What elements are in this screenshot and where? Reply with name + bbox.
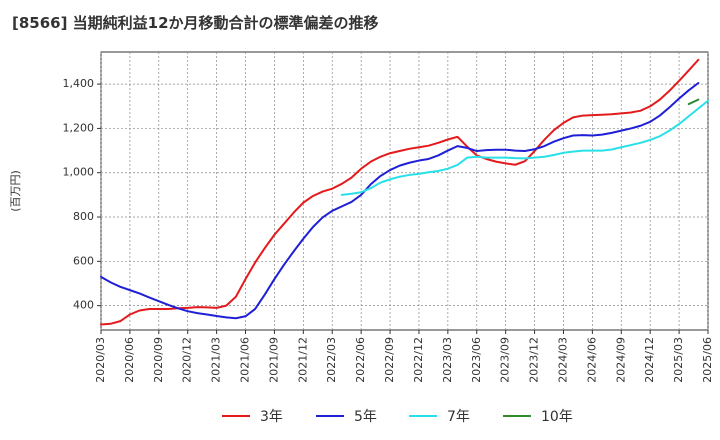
chart-title: [8566] 当期純利益12か月移動合計の標準偏差の推移	[12, 14, 379, 32]
x-tick-label: 2025/03	[672, 337, 685, 383]
x-tick-label: 2020/09	[152, 337, 165, 383]
legend-item: 3年	[222, 404, 283, 428]
legend-item: 7年	[409, 404, 470, 428]
series-line-7年	[340, 99, 709, 196]
plot-area	[100, 51, 709, 331]
y-tick-label: 600	[73, 254, 94, 267]
legend-label: 3年	[260, 409, 283, 425]
x-tick-label: 2021/12	[296, 337, 309, 383]
legend-swatch	[222, 415, 250, 417]
x-tick-label: 2023/06	[470, 337, 483, 383]
series-line-3年	[100, 58, 700, 326]
y-tick-label: 1,400	[63, 77, 95, 90]
x-tick-label: 2021/06	[239, 337, 252, 383]
legend-swatch	[316, 415, 344, 417]
legend: 3年 5年 7年 10年	[0, 404, 720, 428]
y-tick-label: 400	[73, 299, 94, 312]
x-tick-label: 2021/03	[210, 337, 223, 383]
x-tick-label: 2022/06	[354, 337, 367, 383]
x-tick-label: 2023/12	[528, 337, 541, 383]
y-tick-label: 800	[73, 210, 94, 223]
x-tick-label: 2022/12	[412, 337, 425, 383]
series-line-10年	[687, 98, 700, 106]
x-tick-label: 2024/06	[585, 337, 598, 383]
y-tick-label: 1,000	[63, 166, 95, 179]
x-tick-label: 2020/12	[181, 337, 194, 383]
x-tick-label: 2024/09	[614, 337, 627, 383]
x-tick-label: 2024/03	[556, 337, 569, 383]
series-line-5年	[100, 82, 700, 320]
y-axis-label: (百万円)	[9, 170, 22, 212]
legend-label: 10年	[541, 409, 573, 425]
legend-item: 10年	[503, 404, 573, 428]
legend-label: 5年	[354, 409, 377, 425]
x-tick-label: 2023/09	[499, 337, 512, 383]
x-tick-label: 2024/12	[643, 337, 656, 383]
x-tick-label: 2021/09	[267, 337, 280, 383]
legend-swatch	[503, 415, 531, 417]
x-tick-label: 2020/06	[123, 337, 136, 383]
x-tick-label: 2025/06	[701, 337, 714, 383]
legend-item: 5年	[316, 404, 377, 428]
y-tick-label: 1,200	[63, 121, 95, 134]
x-tick-label: 2022/03	[325, 337, 338, 383]
x-tick-label: 2020/03	[94, 337, 107, 383]
x-tick-label: 2023/03	[441, 337, 454, 383]
legend-label: 7年	[447, 409, 470, 425]
legend-swatch	[409, 415, 437, 417]
x-tick-label: 2022/09	[383, 337, 396, 383]
